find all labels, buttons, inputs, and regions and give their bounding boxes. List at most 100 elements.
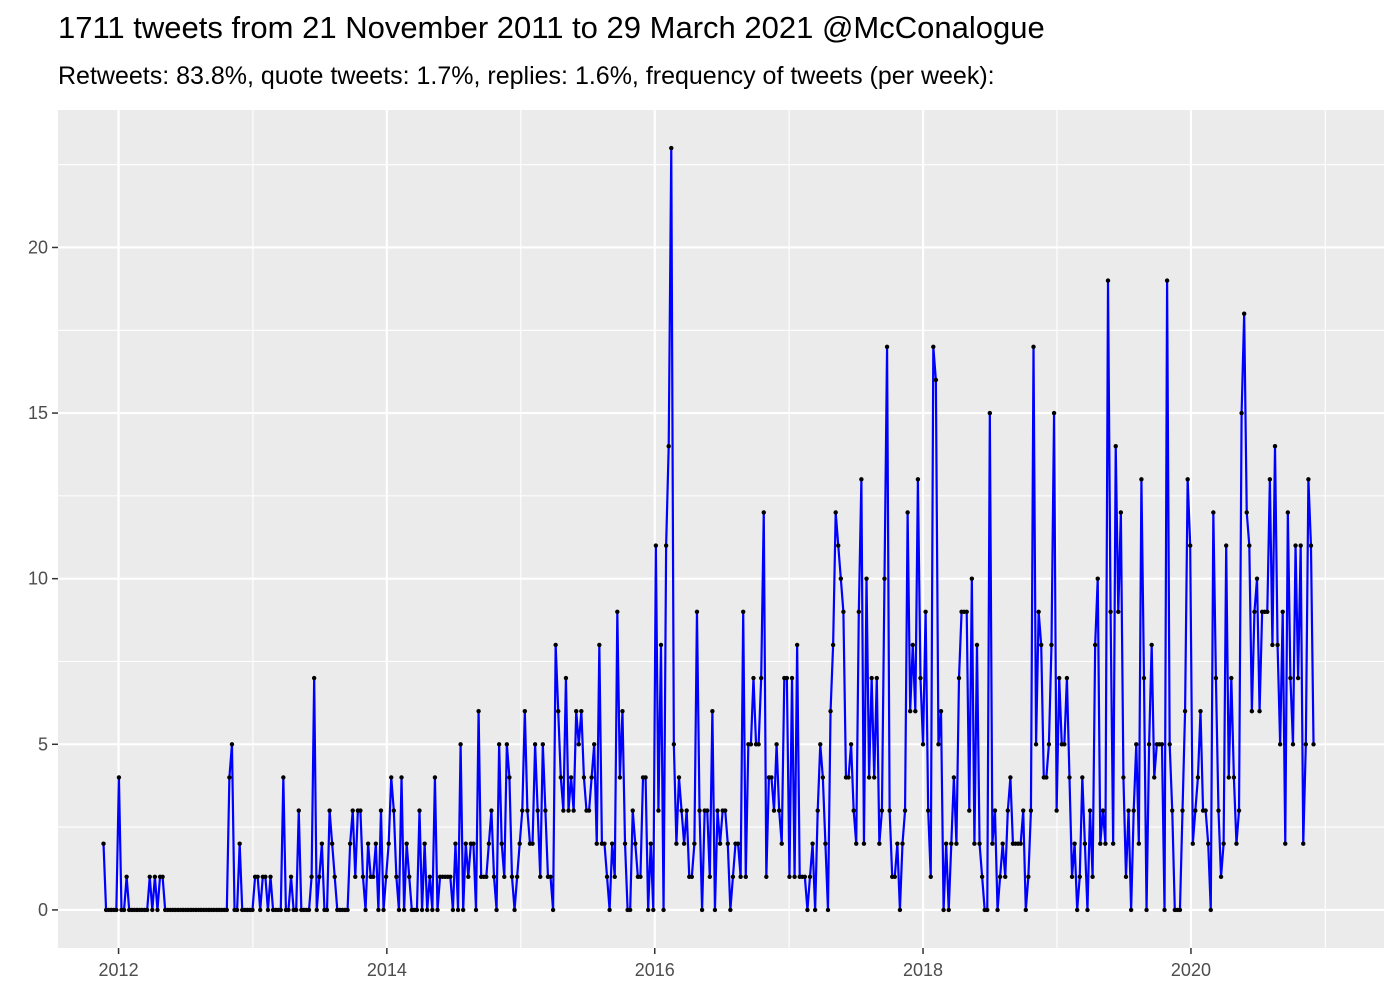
data-point	[1021, 808, 1026, 813]
data-point	[556, 708, 561, 714]
data-point	[977, 841, 982, 846]
data-point	[1136, 841, 1142, 846]
data-point	[417, 808, 422, 813]
data-point	[1252, 609, 1257, 615]
data-point	[1182, 708, 1188, 714]
data-point	[1229, 675, 1234, 681]
data-point	[951, 775, 957, 780]
data-point	[859, 477, 864, 482]
series-points	[101, 145, 1316, 913]
data-point	[360, 874, 366, 879]
data-point	[856, 609, 862, 615]
data-point	[1221, 841, 1226, 846]
data-point	[1067, 775, 1072, 780]
data-point	[735, 841, 741, 846]
x-tick-label: 2016	[635, 960, 675, 980]
data-point	[974, 642, 980, 648]
x-tick-label: 2018	[903, 960, 943, 980]
data-point	[1170, 808, 1175, 813]
data-point	[864, 576, 869, 581]
data-point	[453, 841, 458, 846]
data-point	[160, 874, 165, 879]
data-point	[776, 808, 782, 813]
data-point	[715, 808, 720, 813]
data-point	[1306, 477, 1311, 482]
data-point	[681, 841, 687, 846]
data-point	[936, 742, 941, 747]
data-point	[514, 874, 520, 879]
data-point	[566, 808, 571, 813]
data-point	[784, 675, 790, 681]
data-point	[594, 841, 599, 846]
data-point	[617, 775, 623, 780]
data-point	[101, 841, 106, 846]
data-point	[938, 708, 944, 714]
data-point	[517, 841, 522, 846]
data-point	[900, 841, 905, 846]
data-point	[1049, 642, 1054, 648]
data-point	[1198, 708, 1203, 714]
data-point	[607, 907, 612, 913]
y-tick-label: 0	[38, 900, 48, 920]
data-point	[674, 841, 679, 846]
data-point	[1128, 907, 1134, 913]
data-point	[609, 841, 615, 846]
data-point	[255, 874, 260, 879]
data-point	[1180, 808, 1185, 813]
data-point	[1218, 874, 1224, 879]
data-point	[874, 675, 879, 681]
data-point	[1267, 477, 1273, 482]
data-point	[471, 841, 476, 846]
data-point	[717, 841, 723, 846]
data-point	[854, 841, 859, 846]
data-point	[561, 808, 566, 813]
data-point	[1116, 609, 1121, 615]
data-point	[147, 874, 152, 879]
data-point	[476, 708, 481, 714]
chart-title: 1711 tweets from 21 November 2011 to 29 …	[58, 10, 1045, 45]
data-point	[985, 907, 990, 913]
data-point	[1193, 808, 1198, 813]
data-point	[828, 708, 833, 714]
data-point	[1159, 742, 1165, 747]
data-point	[997, 874, 1003, 879]
data-point	[435, 907, 440, 913]
data-point	[311, 675, 317, 681]
data-point	[846, 775, 851, 780]
data-point	[427, 874, 432, 879]
data-point	[237, 841, 242, 846]
data-point	[779, 841, 784, 846]
data-point	[1239, 410, 1244, 416]
data-point	[1188, 543, 1193, 548]
data-point	[810, 841, 815, 846]
data-point	[363, 907, 368, 913]
data-point	[954, 841, 959, 846]
data-point	[124, 874, 129, 879]
data-point	[1033, 742, 1039, 747]
data-point	[1000, 841, 1005, 846]
data-point	[401, 907, 407, 913]
data-point	[229, 742, 235, 747]
data-point	[1244, 510, 1249, 515]
data-point	[1126, 808, 1131, 813]
data-point	[460, 907, 466, 913]
data-point	[1131, 808, 1136, 813]
data-point	[730, 874, 736, 879]
data-point	[913, 708, 918, 714]
data-point	[484, 874, 489, 879]
data-point	[689, 874, 695, 879]
data-point	[933, 377, 939, 383]
data-point	[818, 742, 823, 747]
data-point	[265, 907, 271, 913]
data-point	[1236, 808, 1242, 813]
data-point	[825, 907, 831, 913]
data-point	[1062, 742, 1067, 747]
data-point	[1144, 907, 1149, 913]
data-point	[615, 609, 620, 615]
data-point	[491, 874, 497, 879]
data-point	[455, 907, 461, 913]
data-point	[296, 808, 301, 813]
data-point	[499, 841, 504, 846]
data-point	[155, 907, 160, 913]
data-point	[306, 907, 312, 913]
